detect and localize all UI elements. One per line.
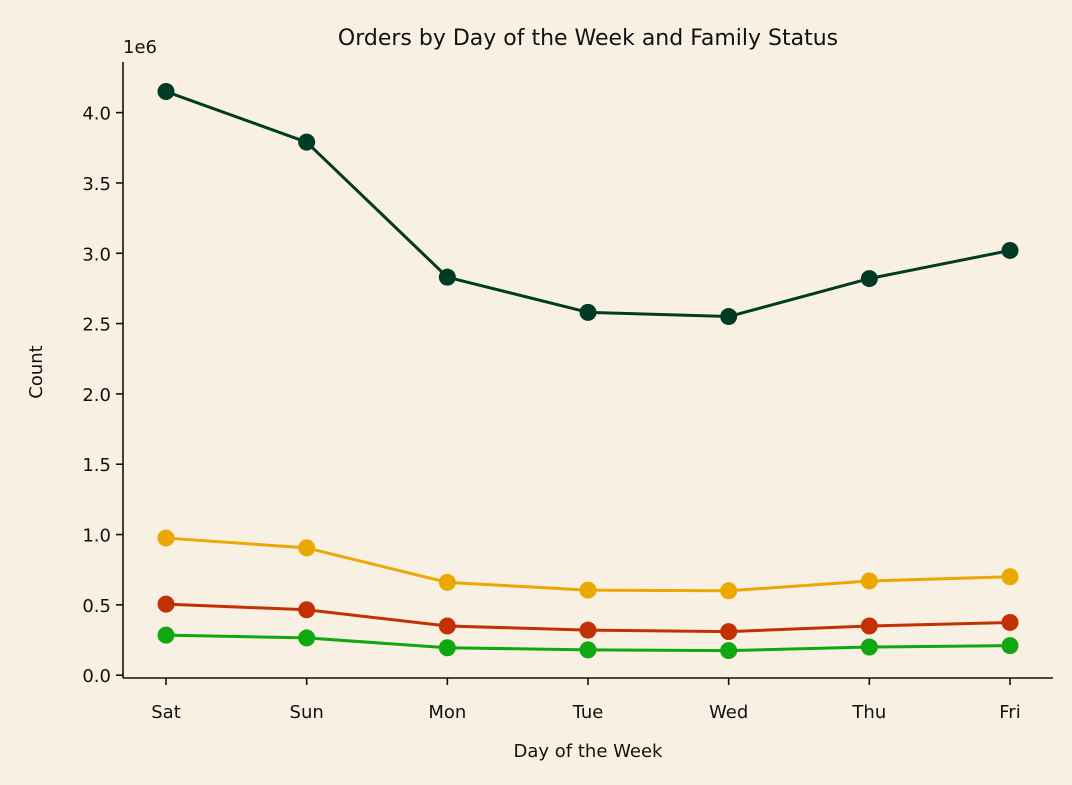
data-point — [720, 582, 738, 600]
x-tick-label: Tue — [572, 702, 604, 723]
x-axis-label: Day of the Week — [514, 741, 663, 762]
y-tick-label: 2.0 — [82, 385, 111, 406]
y-tick-label: 4.0 — [82, 104, 111, 125]
data-point — [720, 623, 738, 641]
y-tick-label: 3.0 — [82, 244, 111, 265]
chart-title: Orders by Day of the Week and Family Sta… — [338, 26, 838, 51]
data-point — [860, 638, 878, 656]
data-point — [579, 641, 597, 659]
series-1 — [157, 83, 1019, 326]
data-point — [860, 617, 878, 635]
x-tick-label: Sun — [290, 702, 324, 723]
data-point — [720, 642, 738, 660]
data-point — [1001, 613, 1019, 631]
y-axis-label: Count — [26, 345, 47, 398]
data-point — [1001, 637, 1019, 655]
data-point — [298, 133, 316, 151]
x-tick-label: Sat — [151, 702, 181, 723]
data-point — [860, 270, 878, 288]
series-3 — [157, 595, 1019, 641]
data-point — [438, 639, 456, 657]
data-point — [860, 572, 878, 590]
y-tick-label: 2.5 — [82, 315, 111, 336]
data-point — [579, 581, 597, 599]
series-4 — [157, 626, 1019, 660]
series-layer — [157, 83, 1019, 660]
x-tick-label: Mon — [428, 702, 466, 723]
series-line — [165, 90, 1011, 319]
x-axis-ticks: Sat Sun Mon Tue Wed Thu Fri — [151, 678, 1021, 723]
x-tick-label: Fri — [999, 702, 1020, 723]
data-point — [298, 539, 316, 557]
data-point — [298, 601, 316, 619]
data-point — [438, 617, 456, 635]
data-point — [157, 595, 175, 613]
y-tick-label: 0.5 — [82, 596, 111, 617]
data-point — [720, 308, 738, 326]
data-point — [1001, 241, 1019, 259]
series-2 — [157, 529, 1019, 600]
x-tick-label: Wed — [709, 702, 748, 723]
data-point — [157, 626, 175, 644]
y-tick-label: 1.5 — [82, 455, 111, 476]
y-offset-label: 1e6 — [123, 37, 157, 58]
y-tick-label: 0.0 — [82, 666, 111, 687]
y-tick-label: 3.5 — [82, 174, 111, 195]
data-point — [579, 621, 597, 639]
y-tick-label: 1.0 — [82, 526, 111, 547]
data-point — [298, 629, 316, 647]
y-axis-ticks: 0.0 0.5 1.0 1.5 2.0 2.5 3.0 3.5 4.0 — [82, 104, 123, 687]
data-point — [579, 303, 597, 321]
x-tick-label: Thu — [851, 702, 886, 723]
data-point — [157, 83, 175, 101]
data-point — [1001, 568, 1019, 586]
data-point — [157, 529, 175, 547]
data-point — [438, 573, 456, 591]
data-point — [438, 268, 456, 286]
